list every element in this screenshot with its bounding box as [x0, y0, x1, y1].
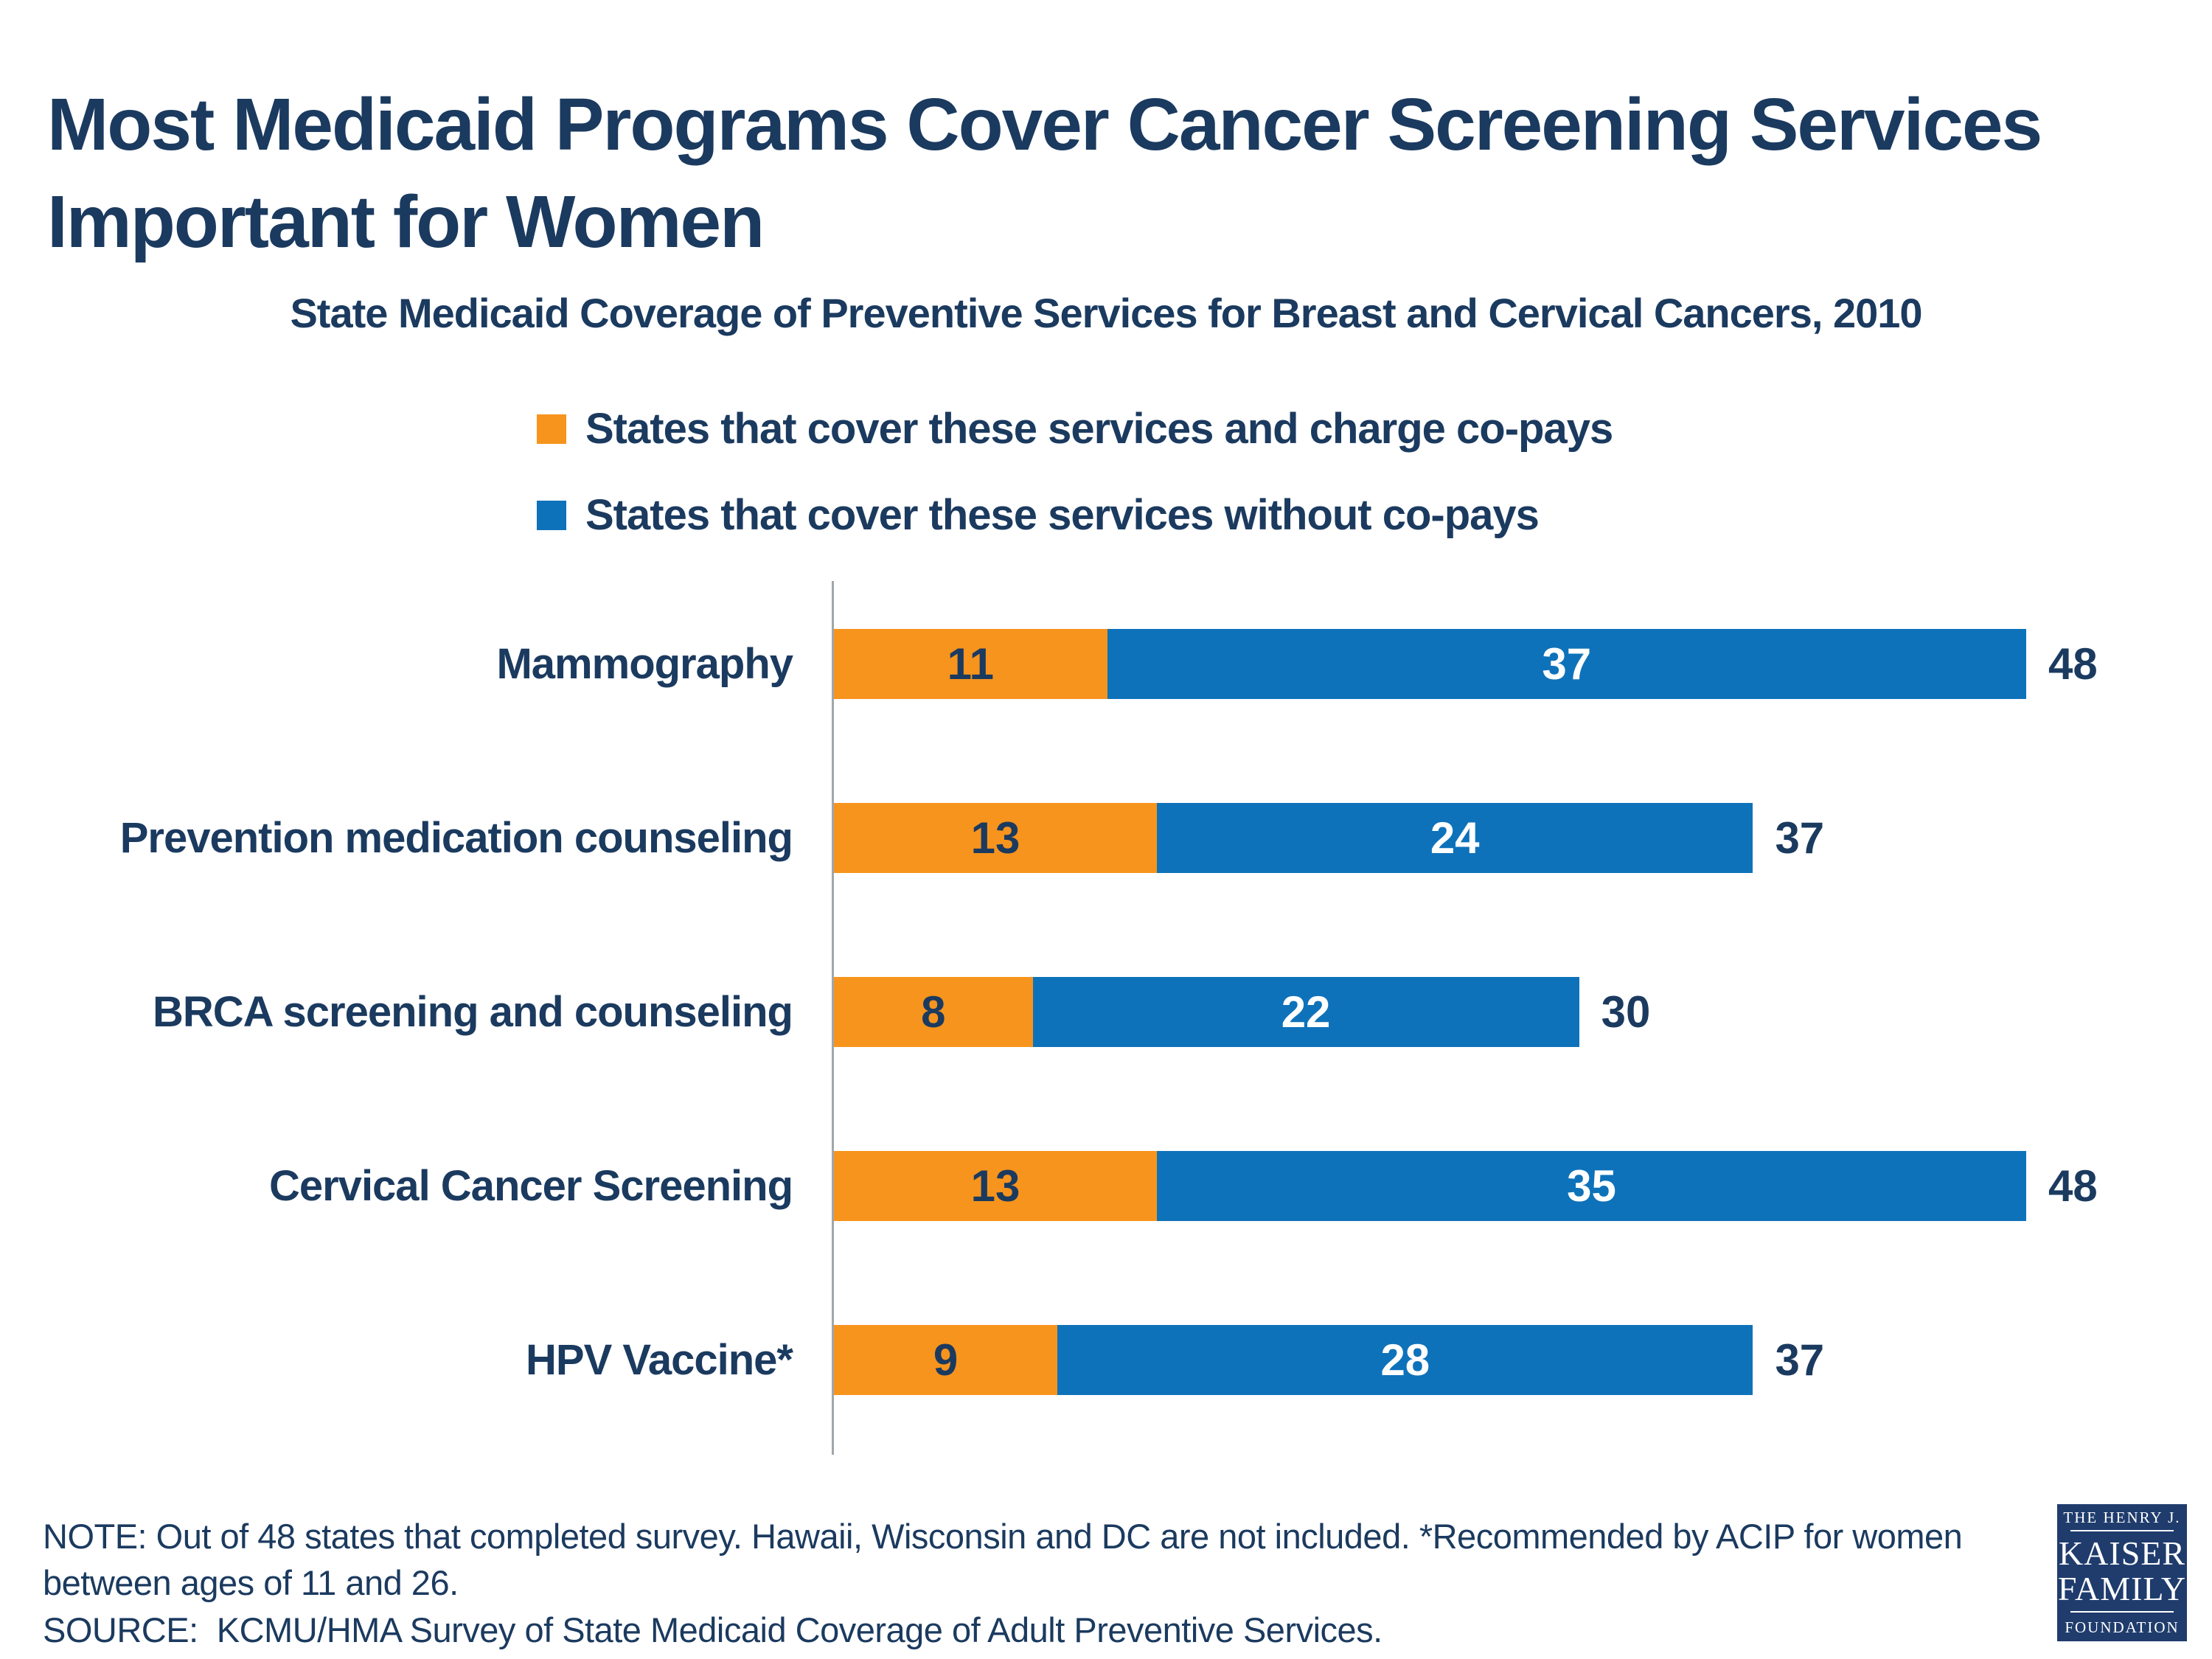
bar-total-label: 37 [1775, 813, 1825, 863]
bar-segment: 35 [1156, 1151, 2026, 1221]
bar-segment: 11 [834, 629, 1107, 699]
stacked-bar: 11 37 [834, 629, 2026, 699]
bar-segment: 8 [834, 977, 1033, 1047]
logo-line-family: FAMILY [2057, 1570, 2187, 1607]
bar-segment: 24 [1156, 803, 1753, 873]
stacked-bar: 9 28 [834, 1325, 1753, 1395]
logo-line-henry: THE HENRY J. [2063, 1508, 2181, 1526]
bar-segment: 37 [1107, 629, 2026, 699]
chart-row: Mammography 11 37 48 [0, 629, 2212, 699]
bar-segment: 13 [834, 803, 1157, 873]
bar-segment: 22 [1032, 977, 1579, 1047]
category-label: BRCA screening and counseling [153, 988, 793, 1036]
bar-total-label: 30 [1601, 987, 1651, 1037]
bar-segment: 13 [834, 1151, 1157, 1221]
y-axis-line [832, 581, 834, 1455]
chart-row: BRCA screening and counseling 8 22 30 [0, 977, 2212, 1047]
page-title: Most Medicaid Programs Cover Cancer Scre… [47, 83, 2042, 263]
chart-row: Prevention medication counseling 13 24 37 [0, 803, 2212, 873]
legend-label: States that cover these services and cha… [585, 405, 1613, 453]
chart-subtitle: State Medicaid Coverage of Preventive Se… [290, 290, 1922, 336]
category-label: HPV Vaccine* [526, 1336, 793, 1384]
legend-label: States that cover these services without… [585, 491, 1540, 539]
kff-foundation-logo: THE HENRY J. KAISER FAMILY FOUNDATION [2057, 1504, 2187, 1641]
bar-total-label: 37 [1775, 1335, 1825, 1385]
stacked-bar: 13 35 [834, 1151, 2026, 1221]
legend-swatch-blue-icon [537, 500, 566, 530]
logo-rule-top [2070, 1529, 2174, 1531]
legend: States that cover these services and cha… [537, 404, 1613, 540]
stacked-bar: 13 24 [834, 803, 1753, 873]
logo-line-foundation: FOUNDATION [2065, 1618, 2180, 1637]
legend-item-no-copays: States that cover these services without… [537, 490, 1613, 540]
category-label: Cervical Cancer Screening [268, 1162, 793, 1210]
legend-swatch-orange-icon [537, 414, 566, 444]
logo-line-kaiser: KAISER [2058, 1534, 2186, 1572]
bar-segment: 9 [834, 1325, 1058, 1395]
category-label: Mammography [496, 640, 793, 688]
logo-rule-bottom [2070, 1611, 2174, 1613]
category-label: Prevention medication counseling [119, 814, 793, 862]
chart-row: Cervical Cancer Screening 13 35 48 [0, 1151, 2212, 1221]
bar-segment: 28 [1057, 1325, 1753, 1395]
bar-total-label: 48 [2048, 1161, 2098, 1211]
source-text: SOURCE: KCMU/HMA Survey of State Medicai… [43, 1610, 1382, 1649]
chart-row: HPV Vaccine* 9 28 37 [0, 1325, 2212, 1395]
chart-rows: Mammography 11 37 48 Prevention medication c… [0, 629, 2212, 1499]
bar-total-label: 48 [2048, 639, 2098, 689]
stacked-bar: 8 22 [834, 977, 1579, 1047]
footnote: NOTE: Out of 48 states that completed su… [43, 1513, 2034, 1653]
note-text: NOTE: Out of 48 states that completed su… [43, 1517, 1972, 1603]
legend-item-copays: States that cover these services and cha… [537, 404, 1613, 453]
